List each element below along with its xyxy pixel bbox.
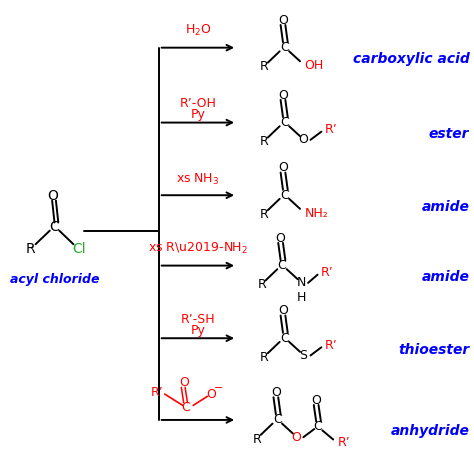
- Text: O: O: [276, 232, 285, 245]
- Text: R’: R’: [325, 123, 337, 136]
- Text: acyl chloride: acyl chloride: [10, 273, 99, 286]
- Text: C: C: [50, 220, 59, 234]
- Text: Py: Py: [191, 324, 205, 336]
- Text: O: O: [299, 133, 308, 146]
- Text: Cl: Cl: [73, 242, 86, 256]
- Text: C: C: [182, 401, 191, 414]
- Text: carboxylic acid: carboxylic acid: [353, 52, 469, 66]
- Text: R’: R’: [151, 386, 164, 399]
- Text: O: O: [278, 305, 288, 317]
- Text: O: O: [271, 386, 281, 399]
- Text: R: R: [260, 208, 268, 221]
- Text: S: S: [300, 349, 307, 362]
- Text: xs R\u2019-NH$_2$: xs R\u2019-NH$_2$: [148, 241, 248, 256]
- Text: O: O: [278, 162, 288, 174]
- Text: −: −: [214, 383, 223, 393]
- Text: O: O: [180, 376, 190, 389]
- Text: C: C: [278, 259, 286, 272]
- Text: H$_2$O: H$_2$O: [184, 23, 211, 38]
- Text: O: O: [311, 394, 321, 407]
- Text: N: N: [296, 276, 306, 289]
- Text: amide: amide: [421, 270, 469, 284]
- Text: O: O: [206, 388, 216, 400]
- Text: O: O: [278, 89, 288, 102]
- Text: C: C: [273, 414, 282, 426]
- Text: R: R: [253, 433, 261, 445]
- Text: C: C: [280, 41, 289, 54]
- Text: thioester: thioester: [398, 343, 469, 356]
- Text: R’: R’: [321, 266, 334, 279]
- Text: R: R: [260, 351, 268, 364]
- Text: R: R: [26, 242, 36, 256]
- Text: R: R: [257, 278, 266, 291]
- Text: R’: R’: [337, 436, 350, 449]
- Text: R’: R’: [325, 339, 337, 351]
- Text: ester: ester: [429, 127, 469, 141]
- Text: O: O: [48, 189, 58, 203]
- Text: C: C: [280, 189, 289, 202]
- Text: xs NH$_3$: xs NH$_3$: [176, 172, 219, 187]
- Text: C: C: [313, 420, 322, 433]
- Text: R: R: [260, 60, 268, 73]
- Text: OH: OH: [304, 59, 324, 72]
- Text: amide: amide: [421, 200, 469, 213]
- Text: Py: Py: [191, 108, 205, 121]
- Text: R: R: [260, 135, 268, 148]
- Text: C: C: [280, 332, 289, 345]
- Text: anhydride: anhydride: [391, 424, 469, 438]
- Text: R’-SH: R’-SH: [181, 313, 215, 326]
- Text: H: H: [296, 291, 306, 304]
- Text: NH₂: NH₂: [304, 207, 328, 220]
- Text: O: O: [292, 431, 301, 444]
- Text: R’-OH: R’-OH: [180, 97, 216, 110]
- Text: O: O: [278, 14, 288, 27]
- Text: C: C: [280, 116, 289, 129]
